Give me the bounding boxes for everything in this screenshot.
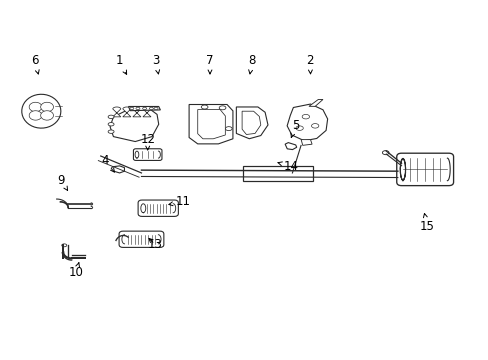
Polygon shape (111, 166, 124, 173)
Text: 11: 11 (168, 195, 190, 208)
Polygon shape (295, 126, 303, 130)
Text: 7: 7 (206, 54, 213, 74)
Polygon shape (130, 107, 134, 110)
Polygon shape (41, 111, 53, 120)
Polygon shape (197, 109, 225, 139)
Polygon shape (308, 99, 322, 106)
Polygon shape (382, 150, 388, 155)
Text: 3: 3 (152, 54, 159, 74)
Polygon shape (133, 107, 141, 117)
Polygon shape (236, 107, 267, 139)
FancyBboxPatch shape (243, 166, 312, 181)
Polygon shape (149, 107, 153, 110)
Polygon shape (285, 143, 296, 150)
Text: 10: 10 (68, 263, 83, 279)
Polygon shape (201, 105, 208, 109)
Polygon shape (242, 111, 260, 135)
Text: 4: 4 (102, 154, 114, 172)
Polygon shape (142, 107, 151, 117)
Text: 13: 13 (147, 238, 162, 251)
Polygon shape (108, 122, 114, 126)
Text: 12: 12 (140, 133, 155, 150)
Polygon shape (154, 107, 158, 110)
Text: 15: 15 (419, 213, 434, 233)
Text: 6: 6 (31, 54, 39, 74)
Text: 14: 14 (278, 160, 298, 173)
Text: 5: 5 (290, 119, 299, 138)
Polygon shape (122, 107, 131, 117)
Polygon shape (113, 107, 121, 117)
Polygon shape (110, 108, 159, 141)
Polygon shape (301, 140, 311, 145)
Polygon shape (136, 107, 140, 110)
Polygon shape (61, 244, 67, 247)
FancyBboxPatch shape (138, 200, 178, 216)
Polygon shape (311, 123, 318, 128)
Polygon shape (128, 107, 160, 111)
Polygon shape (29, 111, 42, 120)
Text: 9: 9 (58, 174, 67, 190)
Polygon shape (108, 115, 114, 118)
Polygon shape (219, 106, 225, 110)
Polygon shape (225, 127, 232, 131)
Polygon shape (286, 104, 327, 141)
Polygon shape (189, 104, 232, 144)
Text: 8: 8 (248, 54, 255, 74)
FancyBboxPatch shape (396, 153, 453, 186)
Text: 2: 2 (306, 54, 313, 74)
Text: 1: 1 (115, 54, 126, 74)
FancyBboxPatch shape (133, 149, 162, 161)
Polygon shape (29, 102, 42, 112)
FancyBboxPatch shape (119, 231, 163, 247)
Polygon shape (108, 130, 114, 134)
Polygon shape (302, 114, 309, 119)
Polygon shape (22, 94, 61, 128)
Polygon shape (41, 102, 53, 112)
Polygon shape (142, 107, 146, 110)
